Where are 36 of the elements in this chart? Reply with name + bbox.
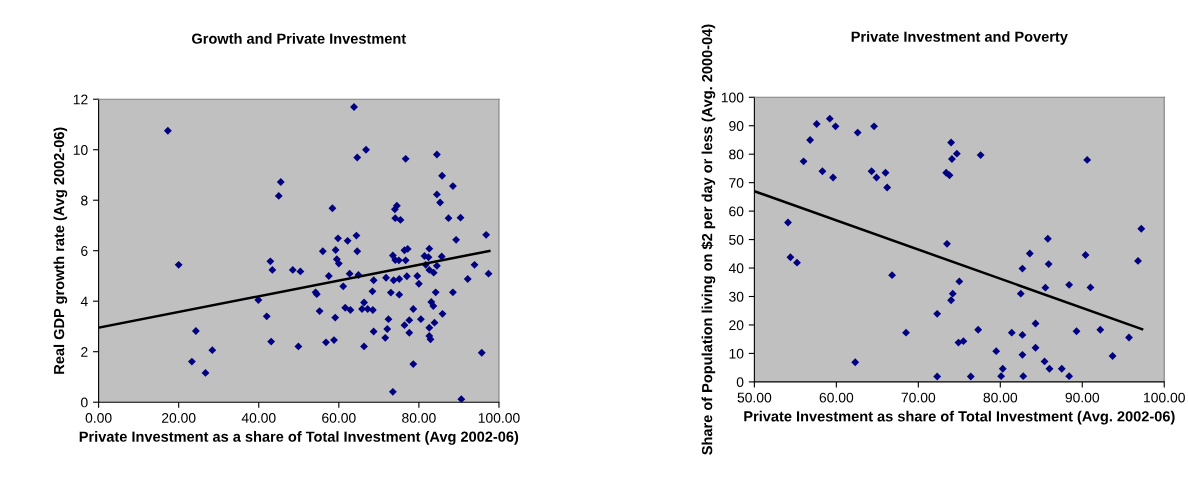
chart-title: Private Investment and Poverty (851, 31, 1068, 45)
chart-title: Growth and Private Investment (192, 33, 406, 44)
x-tick-label: 70.00 (901, 392, 936, 403)
y-tick-label: 40 (728, 263, 744, 274)
x-tick-label: 90.00 (1065, 392, 1100, 403)
y-axis-title: Share of Population living on $2 per day or less (Avg. 2000-04) (701, 24, 716, 455)
y-tick-label: 20 (729, 320, 744, 331)
x-tick-label: 60.00 (322, 412, 356, 423)
y-tick-label: 10 (73, 145, 88, 155)
y-tick-label: 100 (721, 92, 744, 103)
x-tick-label: 60.00 (819, 392, 854, 403)
y-tick-label: 10 (729, 348, 744, 359)
x-tick-label: 80.00 (402, 412, 436, 423)
y-tick-label: 90 (729, 121, 744, 131)
y-tick-label: 0 (81, 397, 88, 408)
x-tick-label: 0.00 (85, 412, 112, 423)
x-tick-label: 100.00 (1144, 392, 1185, 403)
x-axis-title: Private Investment as a share of Total Investment (Avg 2002-06) (79, 431, 519, 445)
x-tick-label: 100.00 (478, 412, 520, 423)
y-tick-label: 50 (729, 234, 744, 245)
y-tick-label: 0 (736, 377, 744, 388)
x-tick-label: 80.00 (983, 392, 1018, 403)
y-tick-label: 6 (81, 246, 88, 256)
y-axis-title: Real GDP growth rate (Avg 2002-06) (53, 127, 68, 374)
y-tick-label: 2 (81, 347, 88, 357)
x-tick-label: 20.00 (162, 412, 196, 423)
y-tick-label: 8 (81, 195, 88, 206)
y-tick-label: 70 (729, 178, 744, 188)
x-axis-title: Private Investment as share of Total Investment (Avg. 2002-06) (744, 410, 1175, 425)
x-tick-label: 40.00 (241, 412, 276, 423)
x-tick-label: 50.00 (737, 392, 772, 403)
y-tick-label: 12 (73, 94, 88, 105)
y-tick-label: 30 (729, 291, 744, 302)
y-tick-label: 4 (80, 296, 88, 307)
y-tick-label: 80 (729, 149, 744, 160)
y-tick-label: 60 (729, 206, 744, 217)
